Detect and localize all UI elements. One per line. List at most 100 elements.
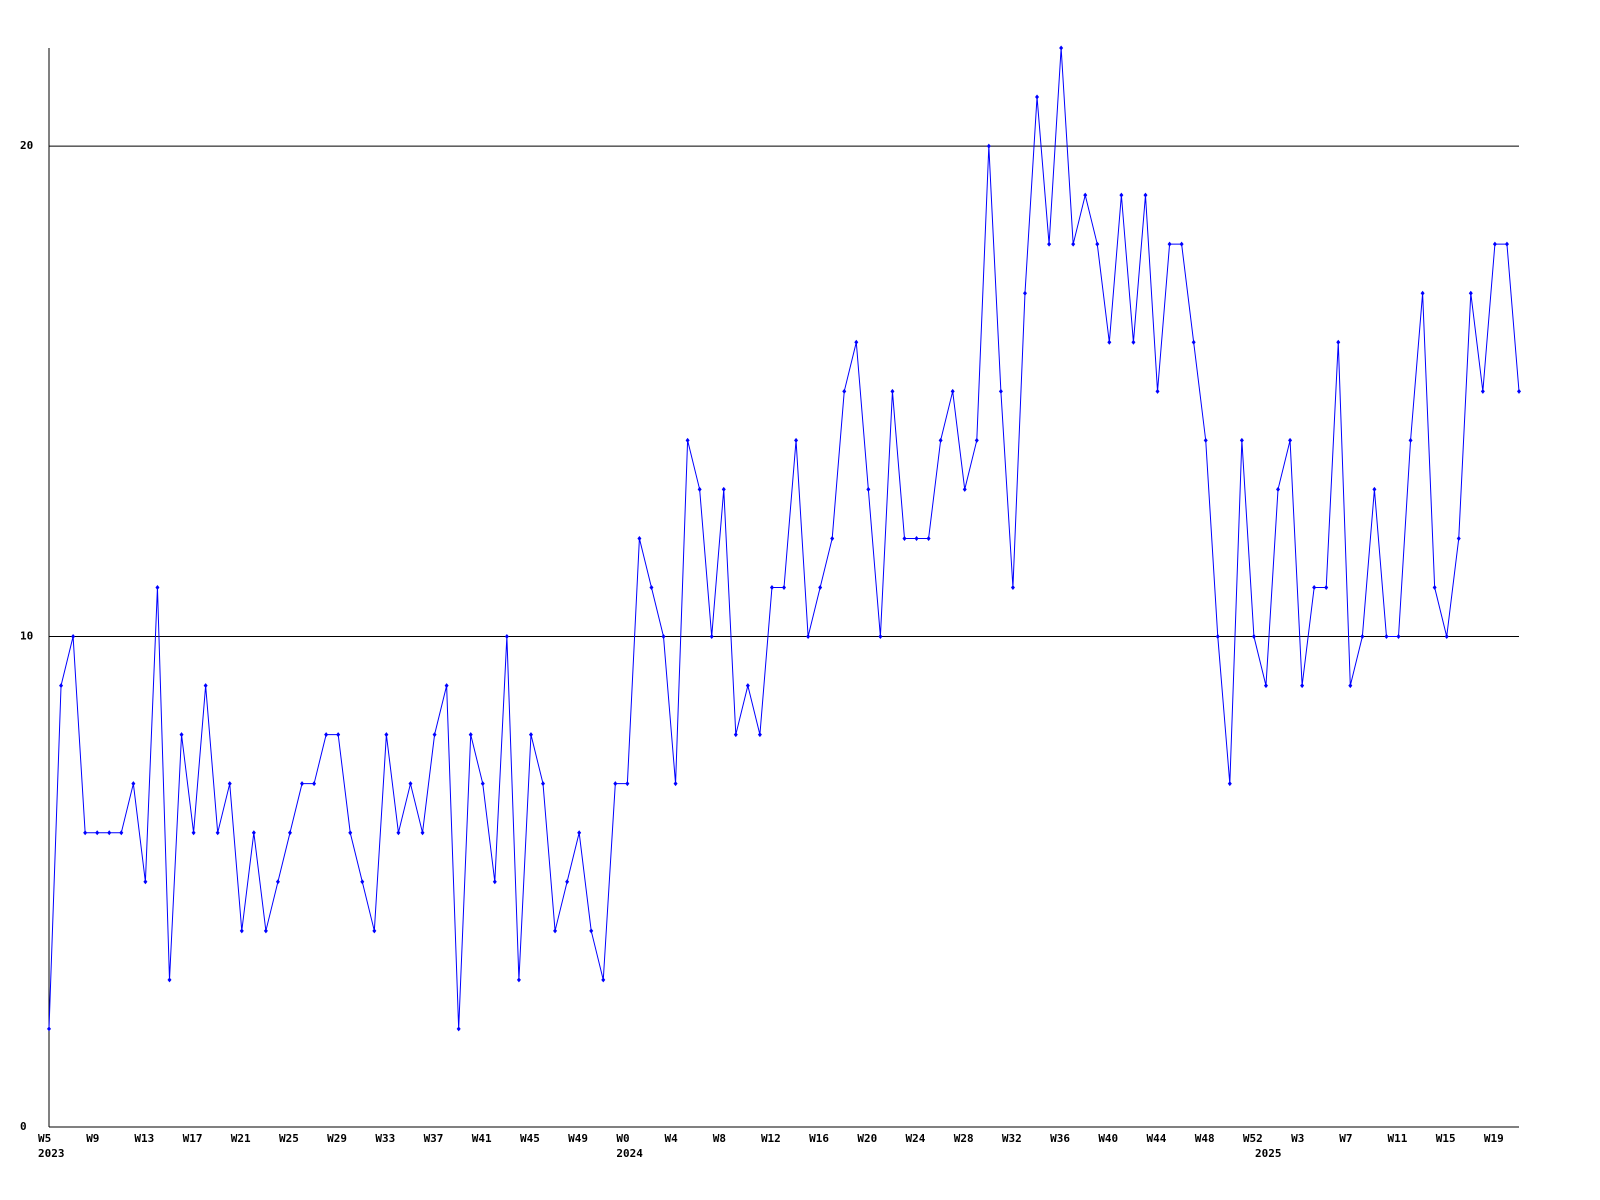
data-point [107, 830, 112, 836]
data-point [709, 634, 714, 640]
data-point [1203, 437, 1208, 443]
data-point [143, 879, 148, 885]
x-tick-label: W20 [857, 1132, 877, 1145]
x-year-label: 2024 [616, 1147, 643, 1160]
data-point [1167, 241, 1172, 247]
data-point [528, 732, 533, 738]
data-point [336, 732, 341, 738]
data-point [312, 781, 317, 787]
data-point [673, 781, 678, 787]
data-point [1071, 241, 1076, 247]
data-point [1468, 290, 1473, 296]
data-point [492, 879, 497, 885]
data-point [721, 486, 726, 492]
data-point [926, 535, 931, 541]
data-point [601, 977, 606, 983]
data-point [1035, 94, 1040, 100]
x-tick-label: W15 [1436, 1132, 1456, 1145]
data-point [1444, 634, 1449, 640]
data-point [504, 634, 509, 640]
data-point [396, 830, 401, 836]
data-point [71, 634, 76, 640]
data-point [553, 928, 558, 934]
x-tick-label: W19 [1484, 1132, 1504, 1145]
data-point [1107, 339, 1112, 345]
data-point [131, 781, 136, 787]
data-point [769, 585, 774, 590]
x-tick-label: W24 [906, 1132, 926, 1145]
x-tick-label: W33 [375, 1132, 395, 1145]
data-point [1504, 241, 1509, 247]
data-point [637, 535, 642, 541]
data-point [577, 830, 582, 836]
x-tick-label: W32 [1002, 1132, 1022, 1145]
x-tick-label: W4 [665, 1132, 679, 1145]
data-point [1227, 781, 1232, 787]
data-point [1010, 585, 1015, 590]
data-point [974, 437, 979, 443]
data-point [1372, 486, 1377, 492]
data-point [420, 830, 425, 836]
data-point [1420, 290, 1425, 296]
data-point [59, 683, 64, 689]
data-point [1312, 585, 1317, 590]
data-point [516, 977, 521, 983]
data-point [661, 634, 666, 640]
data-point [372, 928, 377, 934]
x-tick-label: W29 [327, 1132, 347, 1145]
x-tick-label: W36 [1050, 1132, 1070, 1145]
data-point [444, 683, 449, 689]
data-point [830, 535, 835, 541]
data-point [324, 732, 329, 738]
x-tick-label: W9 [86, 1132, 99, 1145]
data-point [685, 437, 690, 443]
data-point [565, 879, 570, 885]
data-point [203, 683, 208, 689]
data-point [1408, 437, 1413, 443]
x-tick-label: W0 [616, 1132, 629, 1145]
data-point [1360, 634, 1365, 640]
x-tick-label: W48 [1195, 1132, 1215, 1145]
data-point [950, 388, 955, 394]
x-tick-label: W5 [38, 1132, 51, 1145]
x-tick-label: W44 [1147, 1132, 1167, 1145]
data-point [697, 486, 702, 492]
data-point [1251, 634, 1256, 640]
data-point [480, 781, 485, 787]
data-point [1095, 241, 1100, 247]
data-point [1480, 388, 1485, 394]
data-point [1179, 241, 1184, 247]
x-tick-label: W41 [472, 1132, 492, 1145]
y-tick-label: 0 [20, 1120, 27, 1133]
data-point [589, 928, 594, 934]
data-point [733, 732, 738, 738]
data-point [251, 830, 256, 836]
data-point [649, 585, 654, 590]
data-point [1492, 241, 1497, 247]
data-point [818, 585, 823, 590]
data-point [215, 830, 220, 836]
data-point [468, 732, 473, 738]
data-point [842, 388, 847, 394]
x-tick-label: W17 [183, 1132, 203, 1145]
data-point [998, 388, 1003, 394]
data-point [1456, 535, 1461, 541]
data-point [613, 781, 618, 787]
x-tick-label: W21 [231, 1132, 251, 1145]
data-point [986, 143, 991, 149]
data-point [1336, 339, 1341, 345]
data-point [239, 928, 244, 934]
data-point [263, 928, 268, 934]
data-point [1384, 634, 1389, 640]
data-point [360, 879, 365, 885]
data-point [914, 535, 919, 541]
data-point [287, 830, 292, 836]
data-point [1215, 634, 1220, 640]
data-point [1276, 486, 1281, 492]
data-point [191, 830, 196, 836]
x-tick-label: W45 [520, 1132, 540, 1145]
data-point [866, 486, 871, 492]
data-point [275, 879, 280, 885]
